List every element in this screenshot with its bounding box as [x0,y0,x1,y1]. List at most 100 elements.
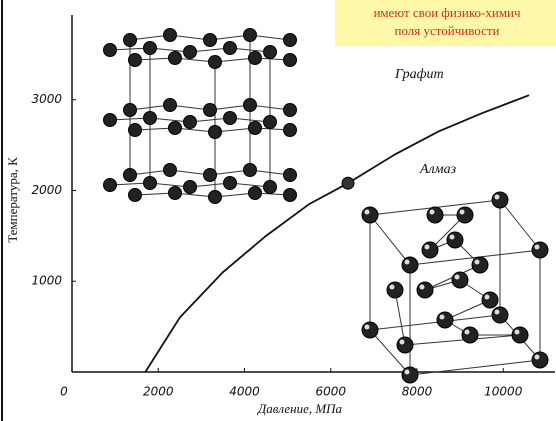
triple-point [342,177,354,189]
x-tick-label: 2000 [143,385,174,399]
atom [472,257,488,273]
atom [397,337,413,353]
atom [124,104,137,117]
atom-highlight [430,210,435,215]
atom [209,56,222,69]
atom [209,126,222,139]
atom [284,34,297,47]
atom-highlight [460,210,465,215]
atom-highlight [390,285,395,290]
graphite-label: Графит [394,67,444,82]
x-tick-label: 6000 [315,385,346,399]
atom [204,169,217,182]
atom [462,327,478,343]
atom [209,191,222,204]
atom [129,54,142,67]
atom [402,367,418,383]
atom [164,99,177,112]
atom [144,112,157,125]
atom [512,327,528,343]
atom [284,104,297,117]
y-tick-label: 1000 [31,274,62,288]
atom-highlight [535,245,540,250]
note-line: имеют свои физико-химич [373,5,521,20]
y-tick-label: 2000 [31,183,62,197]
atom [362,207,378,223]
atom-highlight [425,245,430,250]
atom [492,307,508,323]
x-tick-label: 10000 [484,385,523,399]
atom [169,122,182,135]
atom [417,282,433,298]
atom [224,112,237,125]
atom [264,46,277,59]
atom [447,232,463,248]
atom [249,187,262,200]
atom [244,164,257,177]
atom [224,177,237,190]
x-tick-label: 0 [60,385,68,399]
atom [184,46,197,59]
atom [264,181,277,194]
y-axis-label: Температура, К [5,157,20,243]
atom [129,124,142,137]
atom [284,189,297,202]
x-tick-label: 8000 [402,385,433,399]
atom-highlight [405,260,410,265]
atom [224,42,237,55]
atom-highlight [365,325,370,330]
atom-highlight [455,275,460,280]
x-tick-label: 4000 [229,385,260,399]
atom [129,189,142,202]
atom [532,352,548,368]
atom-highlight [515,330,520,335]
bond [370,215,410,265]
chart: имеют свои физико-химич поля устойчивост… [0,0,556,421]
atom [144,42,157,55]
diamond-label: Алмаз [419,162,457,177]
atom [362,322,378,338]
atom [249,122,262,135]
bond [500,200,540,250]
atom [164,164,177,177]
atom-highlight [400,340,405,345]
atom [427,207,443,223]
atom [104,179,117,192]
atom [124,34,137,47]
atom [437,312,453,328]
atom [284,169,297,182]
bond [370,315,500,330]
y-tick-label: 3000 [31,92,62,106]
atom-highlight [465,330,470,335]
atom [492,192,508,208]
atom-highlight [495,310,500,315]
atom [422,242,438,258]
atom-highlight [535,355,540,360]
atom [244,99,257,112]
atom [482,292,498,308]
atom [104,114,117,127]
atom [184,181,197,194]
atom [452,272,468,288]
atom-highlight [475,260,480,265]
atom [164,29,177,42]
atom-highlight [405,370,410,375]
note-line: поля устойчивости [394,23,499,38]
atom [204,104,217,117]
atom [169,52,182,65]
atom [402,257,418,273]
atom [144,177,157,190]
atom-highlight [450,235,455,240]
atom-highlight [485,295,490,300]
atom-highlight [440,315,445,320]
atom [184,116,197,129]
atom [169,187,182,200]
atom [264,116,277,129]
atom [204,34,217,47]
atom [532,242,548,258]
atom [284,124,297,137]
x-axis-label: Давление, МПа [256,401,343,416]
atom [104,44,117,57]
atom-highlight [365,210,370,215]
atom [249,52,262,65]
